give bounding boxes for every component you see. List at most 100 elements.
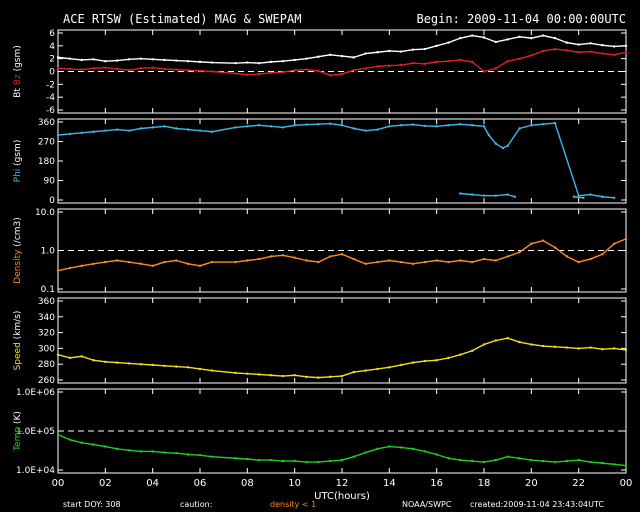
- series-segment: [614, 45, 627, 48]
- series-segment: [270, 125, 283, 129]
- series-segment: [105, 445, 118, 450]
- series-segment: [554, 122, 580, 196]
- y-axis-label-part: (K): [13, 411, 23, 427]
- series-segment: [602, 52, 615, 56]
- series-segment: [140, 263, 153, 267]
- y-tick-label: 1.0E+05: [16, 427, 55, 437]
- series-segment: [554, 48, 567, 52]
- series-segment: [140, 363, 153, 366]
- series-segment: [554, 346, 567, 349]
- series-segment: [211, 455, 236, 459]
- series-segment: [211, 369, 236, 374]
- series-segment: [460, 350, 473, 356]
- series-segment: [164, 259, 177, 263]
- series-segment: [613, 238, 627, 245]
- series-segment: [318, 70, 331, 77]
- y-axis-label: Density (/cm3): [13, 217, 23, 284]
- series-segment: [377, 50, 390, 53]
- series-segment: [495, 337, 508, 342]
- created-time: created:2009-11-04 23:43:04UTC: [470, 500, 604, 509]
- series-segment: [211, 126, 236, 133]
- series-segment: [93, 66, 106, 69]
- series-segment: [235, 372, 248, 375]
- series-segment: [472, 460, 485, 463]
- series-segment: [93, 443, 106, 448]
- series-segment: [483, 125, 490, 136]
- panel-temp: 1.0E+04 1.0E+05 1.0E+06 Temp (K): [13, 388, 628, 476]
- series-segment: [235, 61, 248, 64]
- series-segment: [365, 261, 378, 265]
- series-segment: [389, 50, 402, 53]
- series-segment: [542, 240, 556, 249]
- y-tick-label: 0: [49, 68, 55, 78]
- series-segment: [590, 253, 603, 260]
- series-segment: [377, 366, 390, 370]
- series-segment: [566, 459, 579, 462]
- series-segment: [578, 346, 591, 350]
- y-axis-label-part: Temp: [13, 427, 23, 452]
- series-segment: [507, 251, 520, 258]
- series-segment: [117, 448, 130, 451]
- series-segment: [554, 37, 568, 44]
- series-segment: [69, 355, 82, 359]
- series-phi-low: [459, 192, 585, 200]
- series-segment: [270, 459, 283, 462]
- series-segment: [330, 123, 343, 126]
- series-segment: [318, 376, 331, 379]
- series-segment: [377, 445, 390, 450]
- series-segment: [81, 442, 94, 446]
- x-tick-label: 20: [525, 478, 538, 489]
- series-segment: [377, 259, 390, 263]
- series-segment: [590, 346, 603, 350]
- series-segment: [306, 259, 319, 263]
- series-segment: [519, 243, 532, 253]
- series-segment: [81, 355, 94, 361]
- y-tick-label: 360: [38, 297, 55, 307]
- series-segment: [247, 258, 260, 262]
- series-segment: [377, 65, 390, 68]
- series-segment: [566, 49, 579, 53]
- series-segment: [294, 123, 307, 126]
- y-axis-label-part: (km/s): [13, 311, 23, 343]
- series-segment: [436, 124, 449, 128]
- series-segment: [105, 259, 118, 263]
- series-segment: [460, 192, 473, 196]
- series-segment: [330, 253, 343, 258]
- x-tick-label: 10: [288, 478, 301, 489]
- series-segment: [259, 255, 272, 260]
- x-tick-label: 16: [430, 478, 443, 489]
- series-segment: [247, 61, 260, 64]
- series-segment: [259, 124, 272, 128]
- series-segment: [483, 339, 497, 346]
- series-segment: [128, 261, 141, 265]
- y-axis-label-part: Phi: [13, 169, 23, 183]
- series-segment: [602, 44, 615, 48]
- y-tick-label: 1.0: [41, 247, 56, 257]
- series-segment: [188, 60, 201, 63]
- y-tick-label: 340: [38, 313, 55, 323]
- series-segment: [81, 58, 94, 61]
- plot-title: ACE RTSW (Estimated) MAG & SWEPAM: [63, 12, 301, 26]
- series-segment: [176, 452, 189, 456]
- series-segment: [590, 193, 603, 198]
- series-segment: [601, 243, 615, 255]
- y-tick-label: 260: [38, 376, 55, 386]
- y-tick-label: 270: [38, 138, 55, 148]
- series-segment: [448, 37, 461, 44]
- series-segment: [519, 36, 532, 39]
- y-tick-label: 1.0E+04: [16, 466, 55, 476]
- series-segment: [211, 61, 236, 64]
- y-tick-label: -4: [46, 93, 55, 103]
- series-segment: [590, 42, 603, 46]
- series-segment: [472, 124, 485, 128]
- series-segment: [602, 347, 615, 350]
- series-segment: [152, 450, 165, 454]
- series-segment: [341, 124, 355, 130]
- series-segment: [164, 125, 177, 130]
- series-segment: [365, 448, 378, 454]
- series-segment: [424, 259, 437, 263]
- series-segment: [578, 50, 591, 53]
- series-segment: [365, 128, 378, 132]
- series-segment: [341, 253, 355, 260]
- series-segment: [117, 259, 130, 263]
